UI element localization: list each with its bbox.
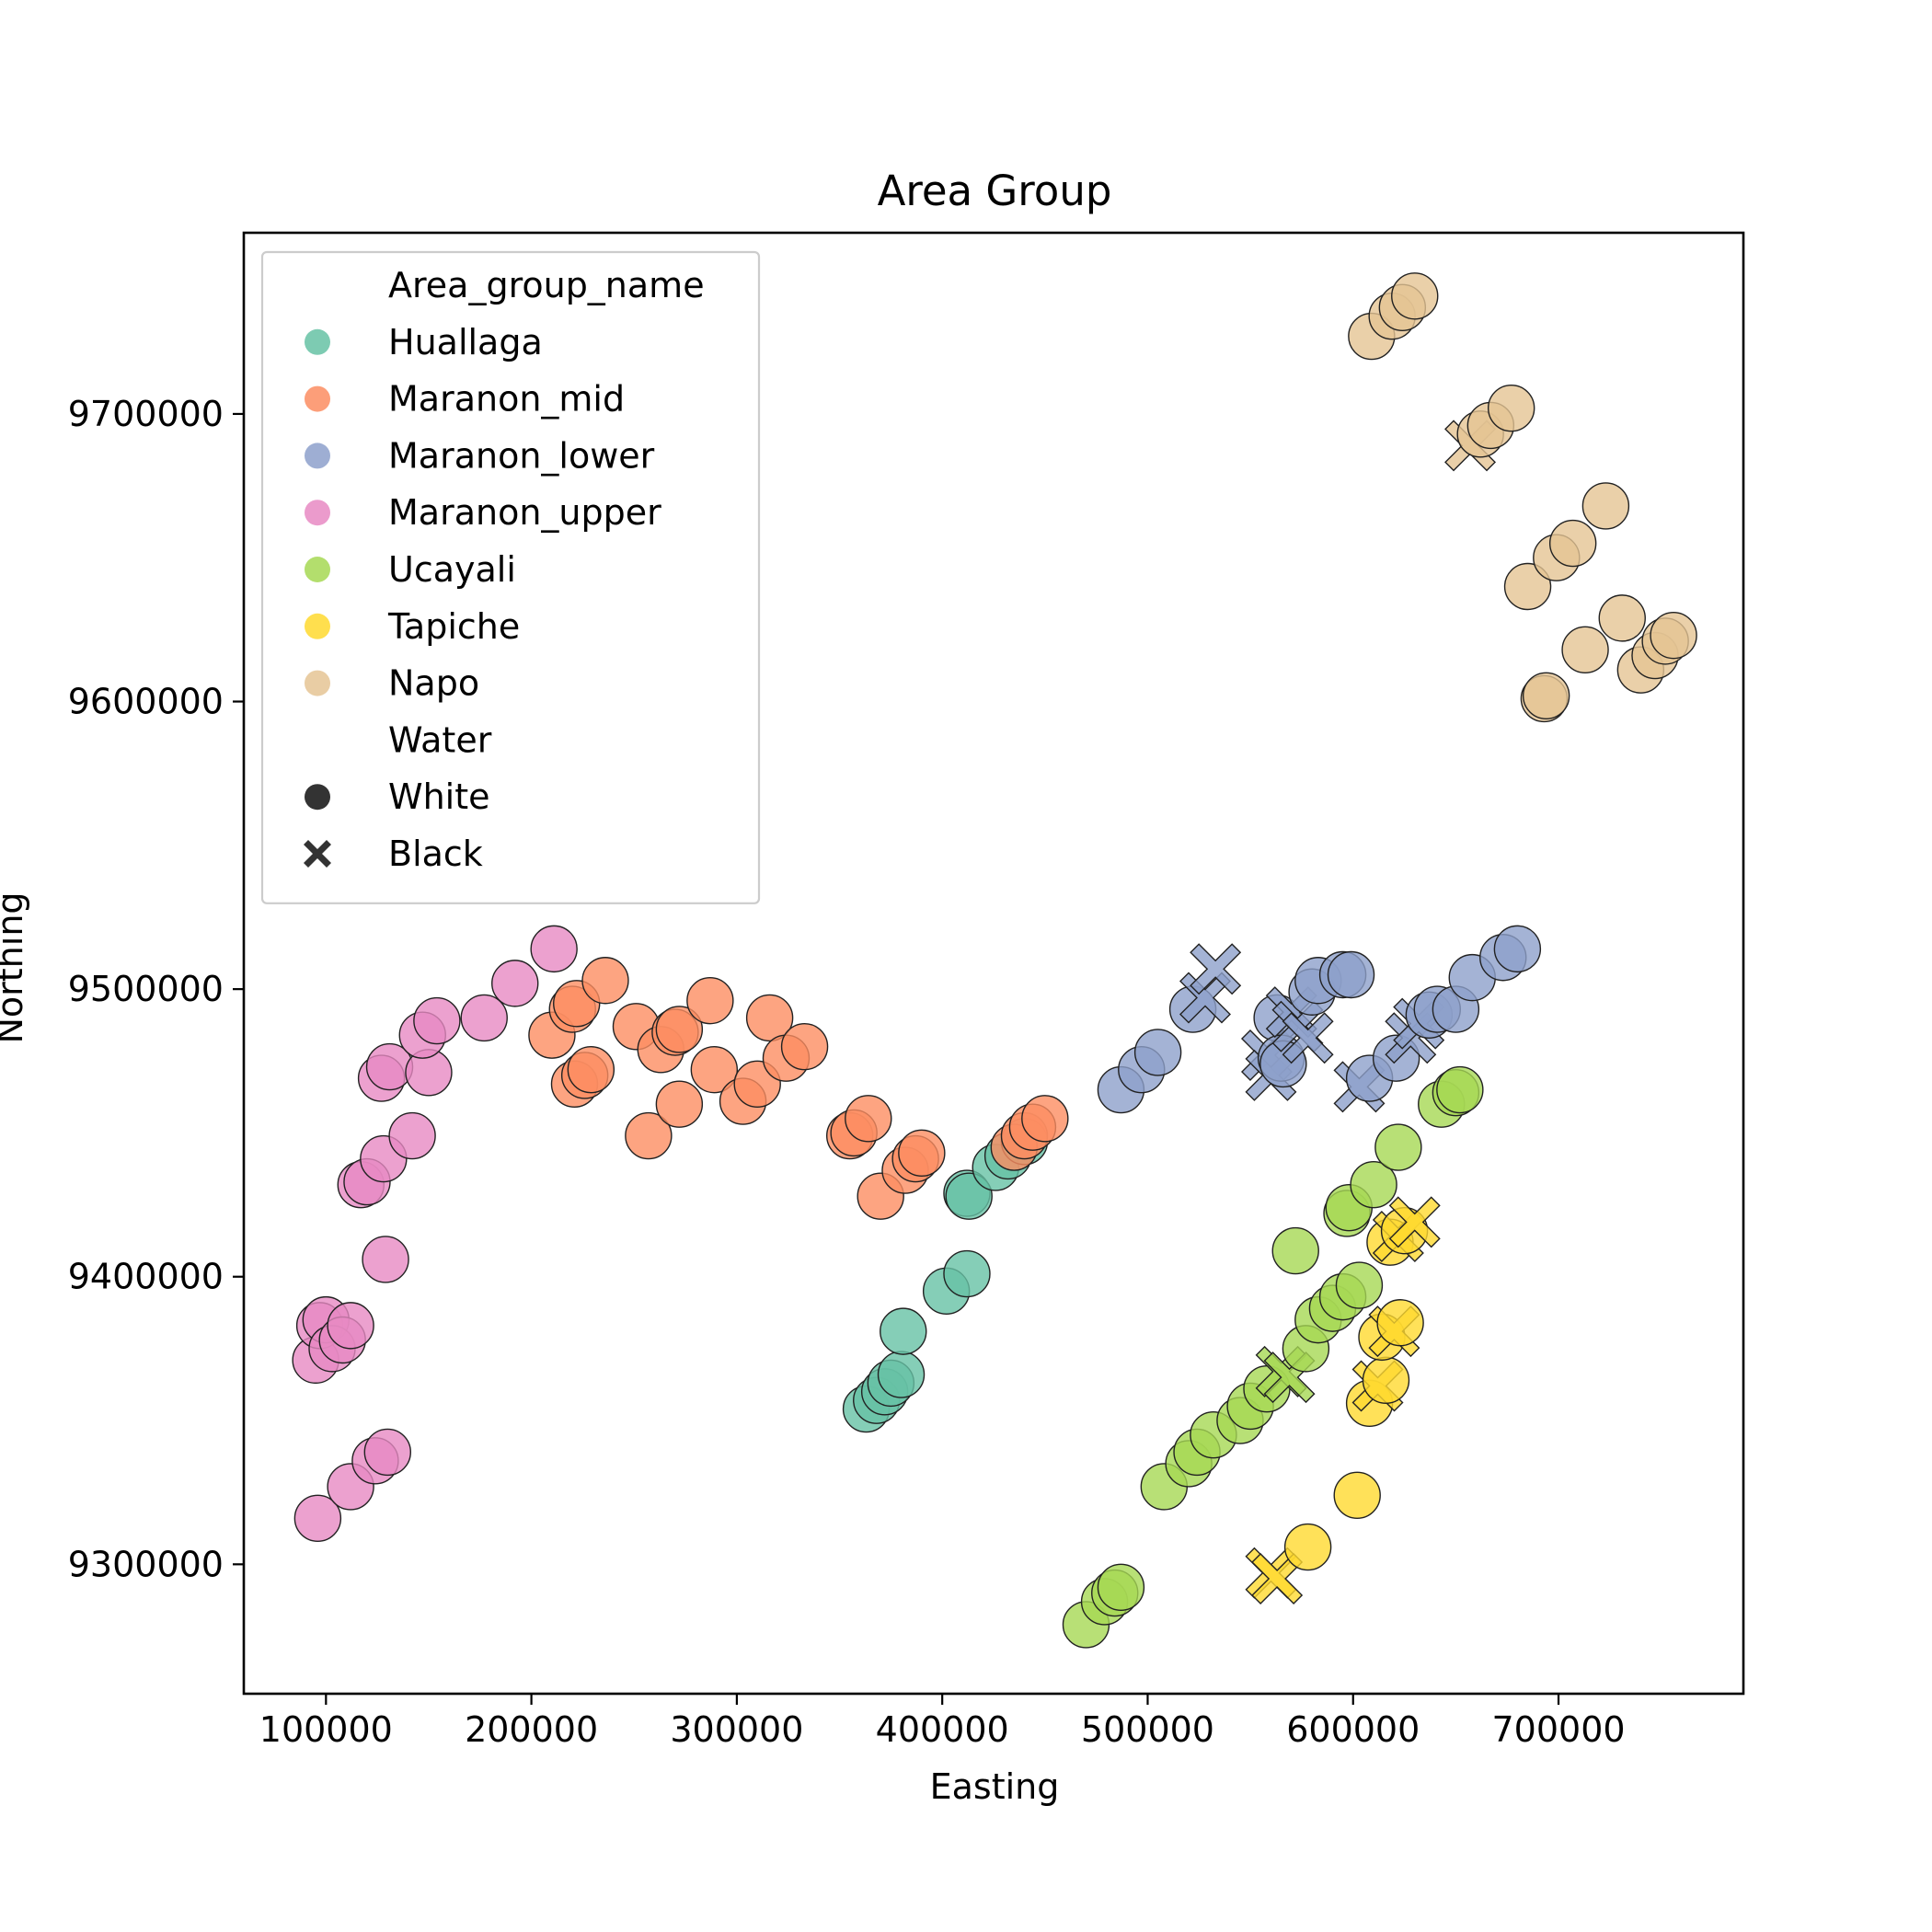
series-napo xyxy=(1348,272,1697,723)
legend-marker-maranon-upper xyxy=(305,500,330,526)
x-tick-label: 200000 xyxy=(465,1709,598,1750)
legend-label: Maranon_mid xyxy=(388,379,625,420)
data-point-white-maranon-upper xyxy=(460,994,508,1042)
legend-title: Water xyxy=(388,719,492,760)
data-point-white-tapiche xyxy=(1333,1471,1381,1520)
data-point-black-tapiche xyxy=(1251,1552,1304,1604)
y-tick-label: 9600000 xyxy=(68,682,224,722)
y-axis: 9300000 9400000 9500000 9600000 9700000 xyxy=(68,394,244,1584)
x-tick-label: 400000 xyxy=(876,1709,1009,1750)
legend-box xyxy=(260,250,761,904)
data-points xyxy=(292,272,1697,1649)
y-tick-label: 9300000 xyxy=(68,1544,224,1584)
data-point-white-maranon-lower xyxy=(1133,1029,1182,1076)
legend-label: Maranon_upper xyxy=(388,492,661,533)
data-point-white-maranon-lower xyxy=(1327,950,1375,999)
legend-label: Huallaga xyxy=(388,322,543,362)
data-point-white-ucayali xyxy=(1335,1261,1384,1309)
data-point-white-tapiche xyxy=(1283,1523,1332,1571)
data-point-black-tapiche xyxy=(1388,1196,1441,1248)
legend-marker-huallaga xyxy=(305,328,330,355)
data-point-white-maranon-upper xyxy=(327,1302,374,1350)
data-point-white-napo xyxy=(1548,519,1597,568)
series-ucayali xyxy=(1062,1065,1484,1649)
data-point-white-ucayali xyxy=(1097,1563,1145,1612)
legend-title: Area_group_name xyxy=(388,265,705,305)
data-point-white-napo xyxy=(1598,594,1646,642)
data-point-white-tapiche xyxy=(1376,1299,1424,1347)
data-point-white-maranon-mid xyxy=(567,1045,615,1094)
series-tapiche xyxy=(1245,1196,1441,1604)
legend-label: White xyxy=(388,776,490,817)
data-point-white-maranon-upper xyxy=(388,1111,436,1160)
legend-label: Napo xyxy=(388,663,479,704)
legend-marker-maranon-lower xyxy=(305,443,330,469)
legend: Area_group_name Huallaga Maranon_mid Marano… xyxy=(260,250,761,904)
data-point-white-maranon-mid xyxy=(745,994,794,1042)
x-tick-label: 600000 xyxy=(1286,1709,1420,1750)
data-point-white-napo xyxy=(1391,272,1439,320)
legend-marker-tapiche xyxy=(305,613,330,639)
data-point-white-maranon-upper xyxy=(530,925,578,973)
x-tick-label: 500000 xyxy=(1081,1709,1214,1750)
plot-frame xyxy=(242,231,1745,1696)
data-point-white-napo xyxy=(1522,672,1570,719)
series-huallaga xyxy=(842,1118,1049,1433)
data-point-white-maranon-mid xyxy=(581,957,629,1005)
data-point-white-maranon-mid xyxy=(898,1129,946,1178)
data-point-white-maranon-upper xyxy=(491,960,539,1007)
data-point-white-ucayali xyxy=(1350,1161,1397,1209)
series-maranon-lower xyxy=(1097,925,1542,1114)
y-tick-label: 9500000 xyxy=(68,969,224,1009)
data-point-white-huallaga xyxy=(877,1351,926,1398)
x-axis-label: Easting xyxy=(930,1766,1060,1807)
y-axis-label: Northing xyxy=(0,891,30,1043)
legend-marker-napo xyxy=(305,670,330,696)
legend-label: Black xyxy=(388,834,483,874)
data-point-white-maranon-upper xyxy=(362,1236,409,1283)
data-point-white-huallaga xyxy=(880,1307,927,1355)
data-point-white-napo xyxy=(1561,626,1609,673)
legend-marker-black xyxy=(304,840,331,868)
data-point-white-maranon-upper xyxy=(293,1494,342,1543)
data-point-white-maranon-mid xyxy=(655,1006,704,1053)
data-point-white-maranon-upper xyxy=(413,996,461,1045)
data-point-white-napo xyxy=(1487,384,1535,432)
legend-marker-white xyxy=(305,784,330,811)
data-point-white-maranon-mid xyxy=(1021,1095,1069,1143)
series-maranon-mid xyxy=(528,957,1069,1220)
data-point-white-tapiche xyxy=(1362,1356,1410,1404)
y-tick-label: 9400000 xyxy=(68,1257,224,1297)
x-tick-label: 300000 xyxy=(670,1709,803,1750)
data-point-black-maranon-lower xyxy=(1282,1012,1334,1064)
data-point-black-maranon-lower xyxy=(1190,943,1242,995)
data-point-white-ucayali xyxy=(1271,1226,1319,1275)
data-point-white-maranon-mid xyxy=(686,976,734,1025)
legend-label: Maranon_lower xyxy=(388,435,655,476)
data-point-white-maranon-mid xyxy=(625,1111,673,1160)
data-point-white-napo xyxy=(1503,562,1552,611)
data-point-white-napo xyxy=(1650,611,1697,660)
legend-marker-maranon-mid xyxy=(305,385,330,412)
data-point-white-maranon-lower xyxy=(1493,925,1542,973)
chart-title: Area Group xyxy=(878,167,1112,215)
x-axis: 100000 200000 300000 400000 500000 600000 7000… xyxy=(259,1694,1626,1750)
series-maranon-upper xyxy=(292,925,578,1543)
y-tick-label: 9700000 xyxy=(68,394,224,434)
data-point-white-maranon-mid xyxy=(780,1022,829,1071)
legend-label: Ucayali xyxy=(388,549,516,590)
x-tick-label: 100000 xyxy=(259,1709,393,1750)
data-point-white-ucayali xyxy=(1374,1123,1422,1171)
data-point-white-maranon-mid xyxy=(845,1095,892,1143)
legend-marker-ucayali xyxy=(305,557,330,582)
data-point-white-maranon-mid xyxy=(690,1045,739,1094)
legend-label: Tapiche xyxy=(387,606,520,647)
data-point-white-maranon-upper xyxy=(363,1428,412,1477)
data-point-white-maranon-mid xyxy=(655,1080,704,1128)
data-point-white-ucayali xyxy=(1436,1065,1484,1114)
x-tick-label: 700000 xyxy=(1492,1709,1626,1750)
data-point-white-huallaga xyxy=(943,1249,991,1298)
data-point-white-napo xyxy=(1581,482,1630,530)
